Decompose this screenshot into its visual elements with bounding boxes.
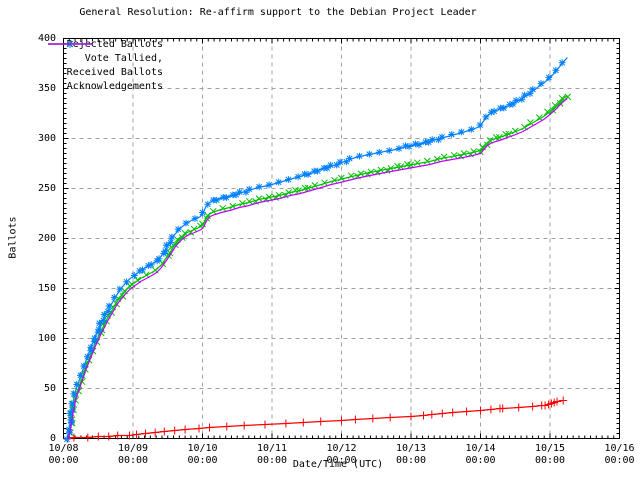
x-axis-label: Date/Time (UTC)	[292, 459, 384, 470]
series-markers	[63, 59, 566, 443]
x-tick-label: 10/08 00:00	[48, 443, 79, 466]
x-tick-label: 10/09 00:00	[117, 443, 149, 466]
y-tick-label: 350	[37, 82, 56, 94]
y-tick-label: 150	[37, 282, 56, 294]
legend-label: Received Ballots	[66, 67, 163, 78]
x-tick-label: 10/14 00:00	[465, 443, 496, 466]
legend-sample-line-icon	[48, 43, 92, 45]
y-tick-label: 300	[37, 132, 56, 144]
y-tick-label: 100	[37, 332, 56, 344]
legend-label: Acknowledgements	[66, 81, 163, 92]
series-markers	[67, 93, 572, 437]
plot-border	[63, 38, 620, 439]
x-tick-label: 10/10 00:00	[187, 443, 218, 466]
series-received-ballots	[63, 57, 568, 443]
y-tick-label: 250	[37, 182, 56, 194]
legend: Rejected Ballots Vote Tallied, Received …	[38, 38, 163, 94]
legend-item-acknowledgements: Acknowledgements	[38, 43, 163, 94]
x-tick-label: 10/11 00:00	[256, 443, 288, 466]
x-tick-label: 10/12 00:00	[326, 443, 357, 466]
legend-item-received-ballots: Received Ballots	[38, 40, 163, 80]
series-acknowledgements	[67, 98, 568, 439]
x-tick-label: 10/15 00:00	[534, 443, 566, 466]
y-tick-label: 0	[49, 432, 56, 444]
legend-label: Rejected Ballots	[66, 39, 163, 50]
y-tick-label: 400	[37, 32, 56, 44]
y-tick-label: 50	[43, 382, 56, 394]
chart-title: General Resolution: Re-affirm support to…	[79, 7, 477, 18]
x-tick-label: 10/16 00:00	[604, 443, 635, 466]
legend-label: Vote Tallied,	[84, 53, 163, 64]
legend-item-vote-tallied: Vote Tallied,	[38, 40, 163, 66]
series-vote-tallied	[67, 93, 572, 439]
x-tick-label: 10/13 00:00	[395, 443, 427, 466]
y-tick-label: 200	[37, 232, 56, 244]
grid-lines	[63, 38, 620, 439]
